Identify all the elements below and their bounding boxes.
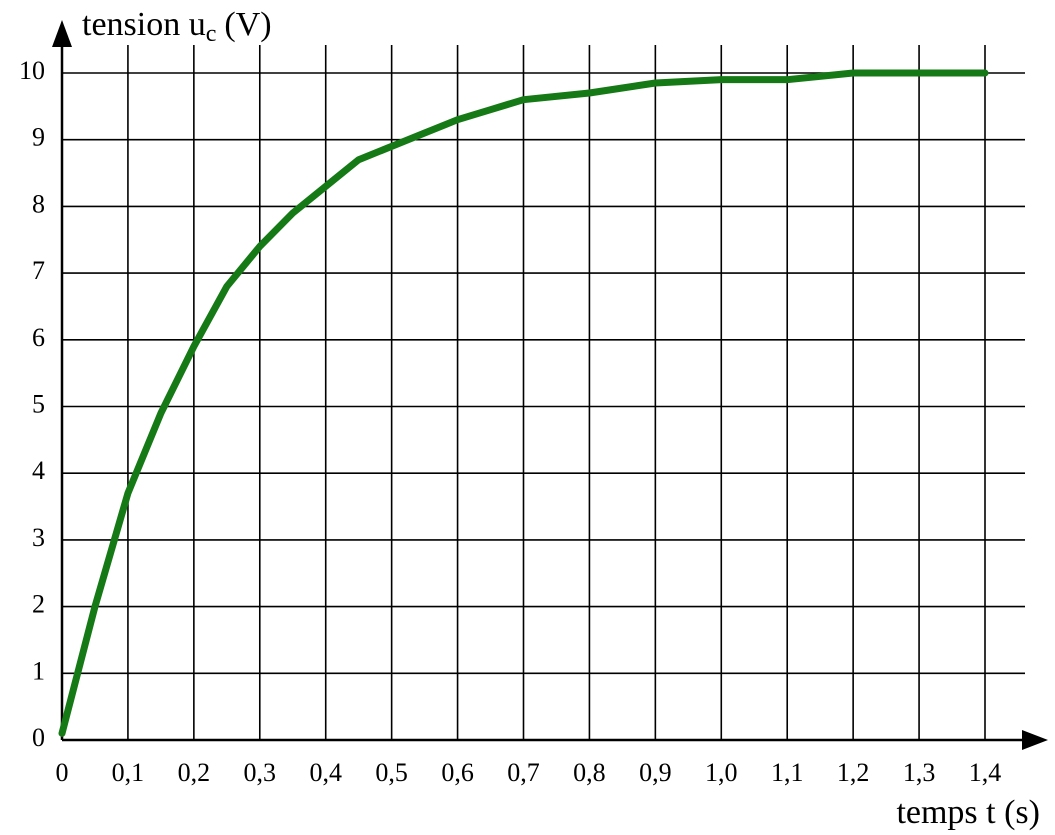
x-tick-label: 0,5: [375, 758, 408, 787]
x-tick-label: 0,3: [244, 758, 277, 787]
y-tick-label: 3: [32, 523, 45, 552]
x-tick-label: 0,7: [507, 758, 540, 787]
x-tick-label: 1,3: [903, 758, 936, 787]
x-tick-label: 1,2: [837, 758, 870, 787]
x-arrow: [1022, 730, 1048, 750]
y-tick-label: 5: [32, 389, 45, 418]
x-axis-label: temps t (s): [896, 794, 1040, 831]
y-arrow: [52, 20, 72, 47]
y-tick-label: 1: [32, 656, 45, 685]
y-tick-label: 6: [32, 323, 45, 352]
y-tick-label: 7: [32, 256, 45, 285]
y-tick-label: 10: [19, 56, 45, 85]
x-tick-label: 1,0: [705, 758, 738, 787]
x-tick-label: 1,1: [771, 758, 804, 787]
data-line: [58, 69, 989, 737]
x-tick-label: 0,6: [441, 758, 474, 787]
y-axis-label: tension uc (V): [82, 6, 272, 47]
x-tick-label: 0,8: [573, 758, 606, 787]
x-tick-label: 0,1: [112, 758, 145, 787]
x-tick-label: 0,4: [309, 758, 342, 787]
y-tick-label: 9: [32, 123, 45, 152]
y-tick-label: 8: [32, 189, 45, 218]
y-tick-label: 4: [32, 456, 45, 485]
x-tick-label: 1,4: [969, 758, 1002, 787]
y-tick-label: 0: [32, 723, 45, 752]
x-tick-label: 0,2: [178, 758, 211, 787]
y-tick-label: 2: [32, 590, 45, 619]
x-tick-label: 0: [56, 758, 69, 787]
x-tick-label: 0,9: [639, 758, 672, 787]
